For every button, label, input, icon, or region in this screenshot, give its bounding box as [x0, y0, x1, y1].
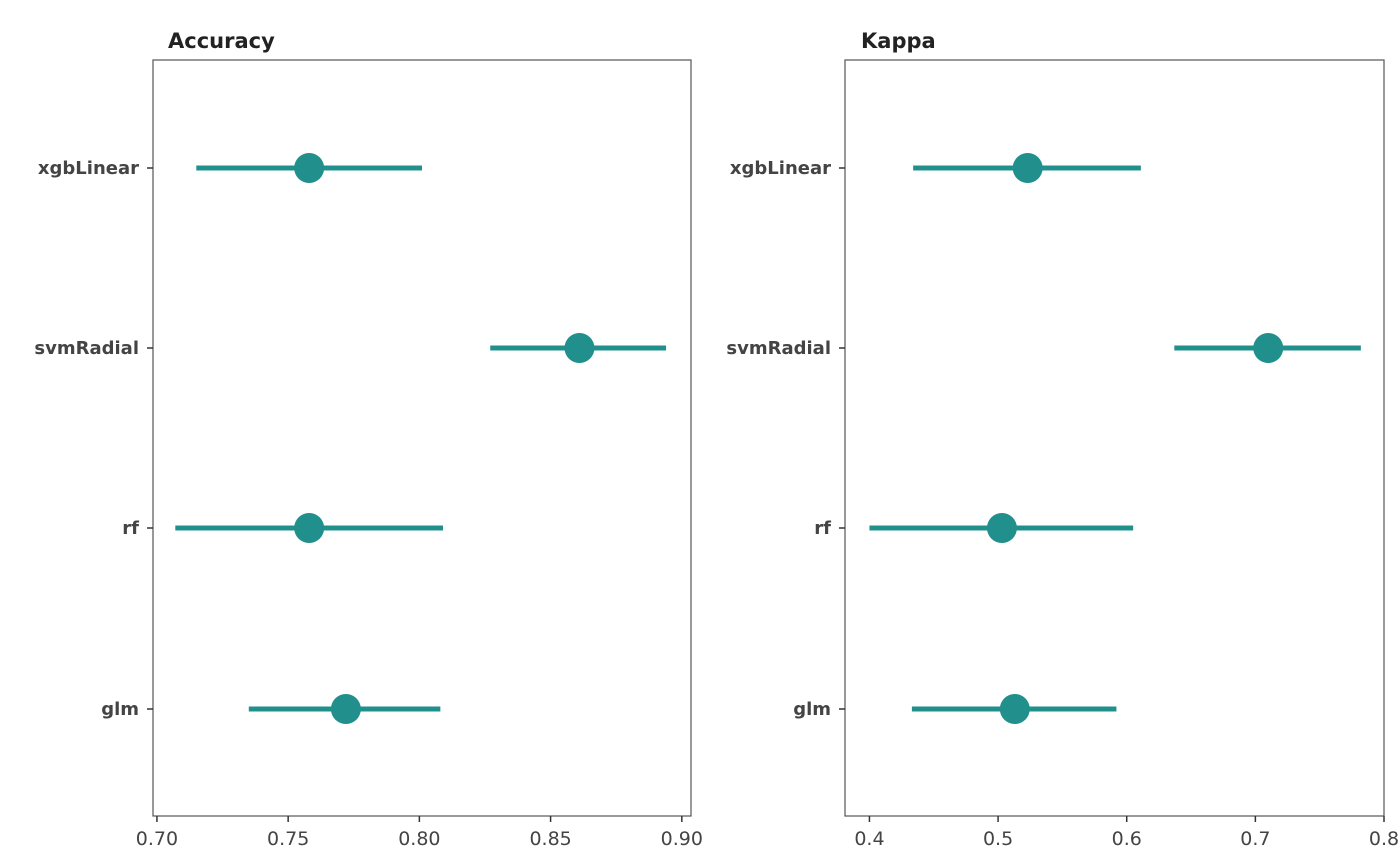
- estimate-point: [330, 694, 361, 724]
- category-label: glm: [793, 699, 831, 720]
- estimate-point: [1012, 153, 1043, 183]
- estimate-point: [999, 694, 1030, 724]
- accuracy-panel: Accuracy 0.70 0.75 0.80 0.85 0.90 xgbLinear sv…: [34, 29, 703, 850]
- category-label: xgbLinear: [730, 158, 831, 179]
- x-tick-label: 0.90: [661, 828, 703, 850]
- panel-title-kappa: Kappa: [861, 29, 936, 53]
- x-tick-label: 0.5: [983, 828, 1013, 850]
- x-tick-label: 0.4: [854, 828, 884, 850]
- x-tick-label: 0.75: [267, 828, 309, 850]
- x-tick-label: 0.85: [529, 828, 571, 850]
- x-tick-label: 0.8: [1369, 828, 1399, 850]
- kappa-panel: Kappa 0.4 0.5 0.6 0.7 0.8 xgbLinear svmRadial r…: [726, 29, 1399, 850]
- category-label: rf: [122, 518, 139, 539]
- estimate-point: [986, 513, 1017, 543]
- estimate-point: [294, 513, 325, 543]
- estimate-point: [564, 333, 595, 363]
- x-tick-label: 0.70: [136, 828, 178, 850]
- estimate-point: [294, 153, 325, 183]
- panel-frame-kappa: [844, 59, 1385, 817]
- category-label: glm: [101, 699, 139, 720]
- panel-frame-accuracy: [152, 59, 692, 817]
- x-tick-label: 0.80: [398, 828, 440, 850]
- panel-title-accuracy: Accuracy: [168, 29, 275, 53]
- x-tick-label: 0.6: [1112, 828, 1142, 850]
- x-tick-label: 0.7: [1240, 828, 1270, 850]
- estimate-point: [1253, 333, 1284, 363]
- category-label: svmRadial: [34, 338, 139, 359]
- category-label: rf: [814, 518, 831, 539]
- category-label: svmRadial: [726, 338, 831, 359]
- category-label: xgbLinear: [38, 158, 139, 179]
